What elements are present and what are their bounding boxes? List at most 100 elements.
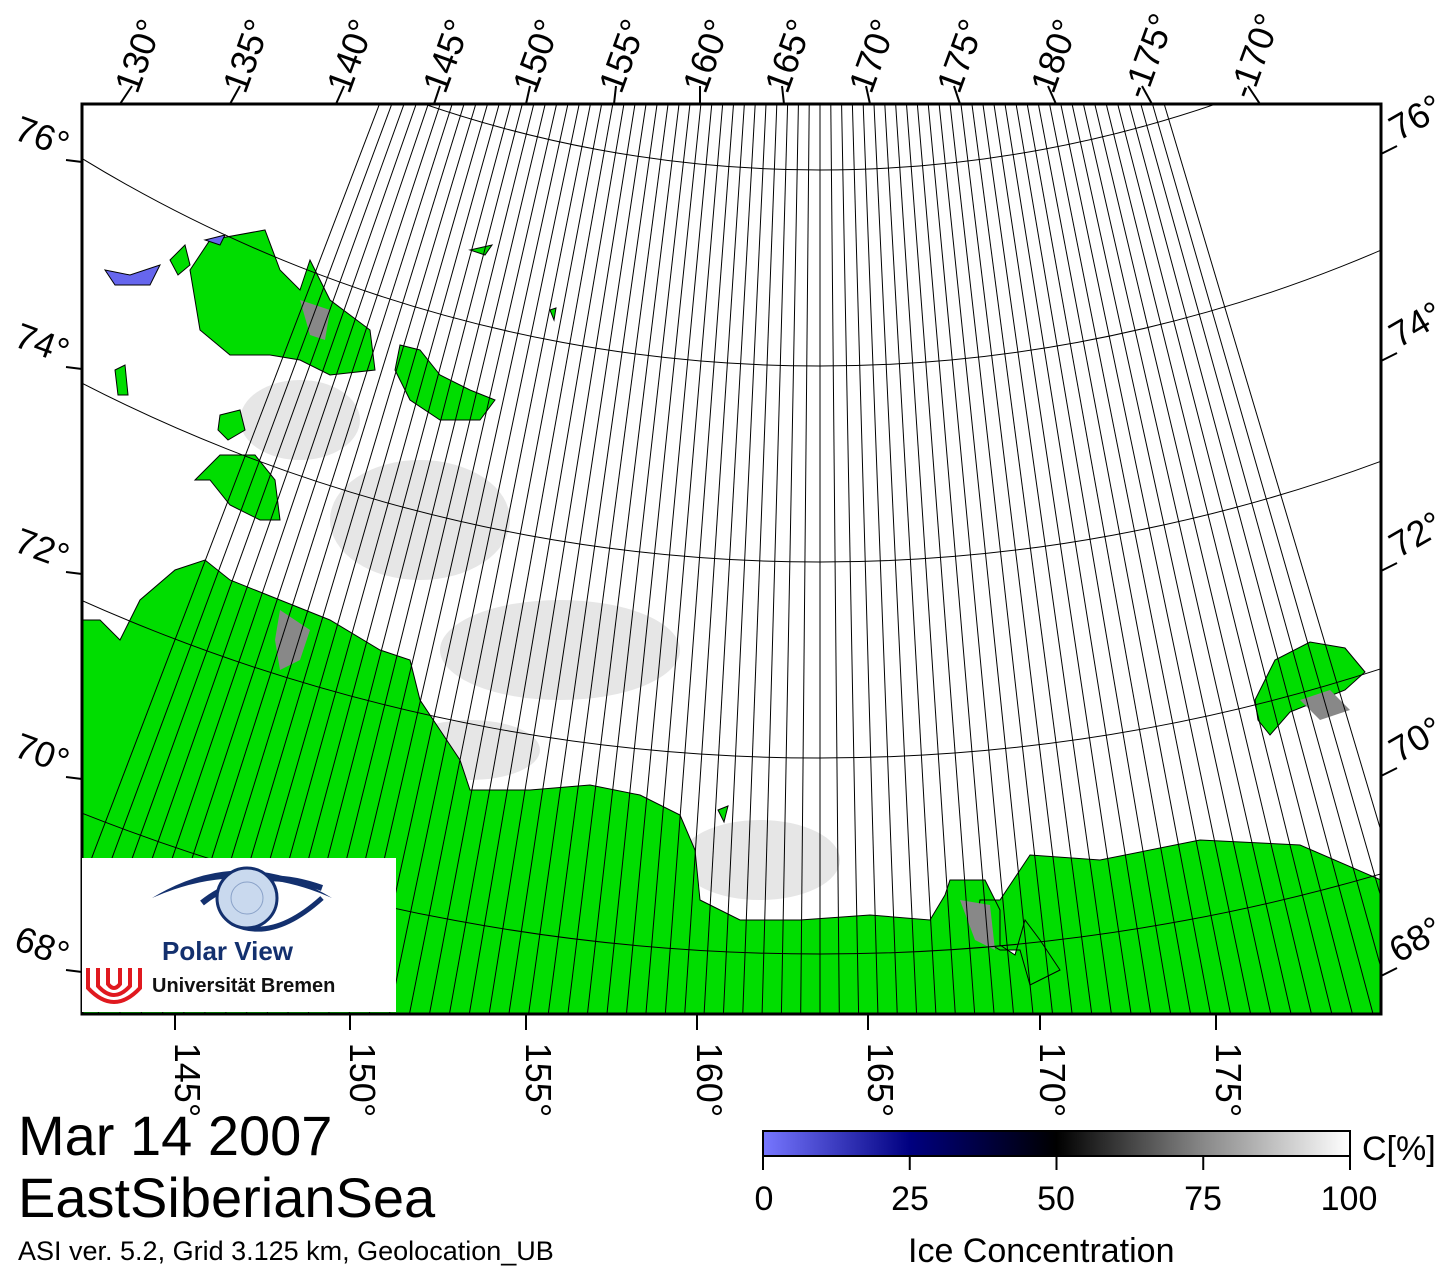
meridian-line <box>873 104 918 1014</box>
meridian-line <box>884 104 937 1014</box>
top-longitude-label: 130° <box>106 14 170 98</box>
colorbar-title: Ice Concentration <box>908 1232 1175 1270</box>
small-island-3 <box>468 244 494 256</box>
bottom-longitude-labels: 145° 150° 155° 160° 165° 170° 175° <box>167 1014 1249 1117</box>
meridian-line <box>547 104 669 1014</box>
top-longitude-tick <box>781 85 785 105</box>
meridian-line <box>508 104 647 1014</box>
meridian-line <box>82 104 405 999</box>
product-info: ASI ver. 5.2, Grid 3.125 km, Geolocation… <box>18 1236 554 1266</box>
top-longitude-tick <box>1247 85 1261 105</box>
right-latitude-label: 74° <box>1382 293 1450 356</box>
top-longitude-tick <box>1141 85 1153 105</box>
top-longitude-label: 170° <box>840 14 904 98</box>
top-longitude-tick <box>229 85 241 105</box>
left-latitude-label: 76° <box>10 108 75 165</box>
right-latitude-tick <box>1380 352 1398 362</box>
meridian-line <box>916 104 995 1014</box>
meridian-line <box>1060 104 1252 1014</box>
left-latitude-label: 70° <box>10 725 75 782</box>
meridian-line <box>927 104 1015 1014</box>
colorbar-ticks <box>762 1156 1351 1170</box>
siberian-mainland <box>82 559 1381 1014</box>
meridian-line <box>949 104 1054 1014</box>
meridian-line <box>97 104 417 1014</box>
meridian-line <box>722 104 767 1014</box>
right-latitude-tick <box>1380 767 1398 777</box>
bottom-longitude-label: 170° <box>1032 1043 1073 1117</box>
meridian-line <box>1049 104 1232 1014</box>
small-island-1 <box>169 244 191 276</box>
top-longitude-tick <box>1047 85 1057 105</box>
left-latitude-tick <box>65 366 83 370</box>
top-longitude-tick <box>953 85 961 105</box>
colorbar-tick-50: 50 <box>1037 1180 1075 1218</box>
meridian-line <box>528 104 658 1014</box>
left-latitude-label: 74° <box>10 315 75 372</box>
meridian-line <box>645 104 724 1014</box>
top-longitude-tick <box>335 85 345 105</box>
top-longitude-label: 180° <box>1022 14 1086 98</box>
meridian-line <box>428 104 603 1014</box>
bottom-longitude-label: 175° <box>1208 1043 1249 1117</box>
top-longitude-label: -175° <box>1114 8 1182 103</box>
meridian-line <box>703 104 756 1014</box>
meridian-line <box>1140 104 1381 970</box>
meridian-line <box>1163 104 1381 833</box>
colorbar-gradient <box>762 1130 1351 1157</box>
meridian-line <box>905 104 976 1014</box>
meridian-line <box>780 104 799 1014</box>
top-longitude-tick <box>865 85 871 105</box>
left-latitude-tick <box>65 159 83 163</box>
bottom-longitude-label: 150° <box>342 1043 383 1117</box>
meridian-line <box>1094 104 1312 1014</box>
meridian-line <box>586 104 691 1014</box>
top-longitude-label: -170° <box>1220 8 1288 103</box>
meridian-line <box>1151 104 1381 900</box>
colorbar-tick-0: 0 <box>754 1180 774 1218</box>
left-latitude-tick <box>65 571 83 575</box>
low-concentration-ice <box>103 234 226 286</box>
top-longitude-tick <box>119 85 133 105</box>
meridian-line <box>118 104 429 1014</box>
left-latitude-tick <box>65 969 83 973</box>
meridian-line <box>1037 104 1212 1014</box>
wrangel-island <box>1254 641 1366 736</box>
top-longitude-tick <box>613 85 617 105</box>
meridian-line <box>1128 104 1374 1014</box>
meridian-line <box>625 104 713 1014</box>
right-latitude-label: 68° <box>1382 908 1450 971</box>
colorbar <box>762 1130 1351 1170</box>
bolshoy-lyakhovsky-island <box>193 454 281 521</box>
new-siberia-island <box>394 344 496 421</box>
map-date: Mar 14 2007 <box>18 1104 333 1167</box>
bremen-logo-icon <box>86 968 142 1004</box>
meridian-line <box>567 104 680 1014</box>
meridian-line <box>982 104 1112 1014</box>
meridian-line <box>993 104 1132 1014</box>
meridian-line <box>388 104 580 1014</box>
colorbar-tick-100: 100 <box>1320 1180 1378 1218</box>
meridian-line <box>800 104 810 1014</box>
meridian-line <box>140 104 441 1014</box>
meridian-line <box>761 104 789 1014</box>
small-island-2 <box>114 364 129 396</box>
small-island-4 <box>549 307 557 322</box>
top-longitude-tick <box>433 85 441 105</box>
top-longitude-label: 160° <box>674 14 738 98</box>
meridian-line <box>82 104 393 941</box>
meridian-line <box>971 104 1093 1014</box>
polar-view-logo: Polar View Universität Bremen <box>82 858 396 1012</box>
bottom-longitude-label: 160° <box>689 1043 730 1117</box>
logo-institution: Universität Bremen <box>152 975 336 997</box>
region-name: EastSiberianSea <box>18 1166 436 1229</box>
top-longitude-label: 150° <box>504 14 568 98</box>
meridian-line <box>742 104 778 1014</box>
kotelny-island <box>189 229 376 376</box>
maly-lyakhovsky-island <box>217 409 246 441</box>
eye-globe-icon <box>86 866 332 1004</box>
meridian-line <box>408 104 591 1014</box>
meridian-line <box>862 104 898 1014</box>
right-latitude-label: 72° <box>1382 503 1450 566</box>
